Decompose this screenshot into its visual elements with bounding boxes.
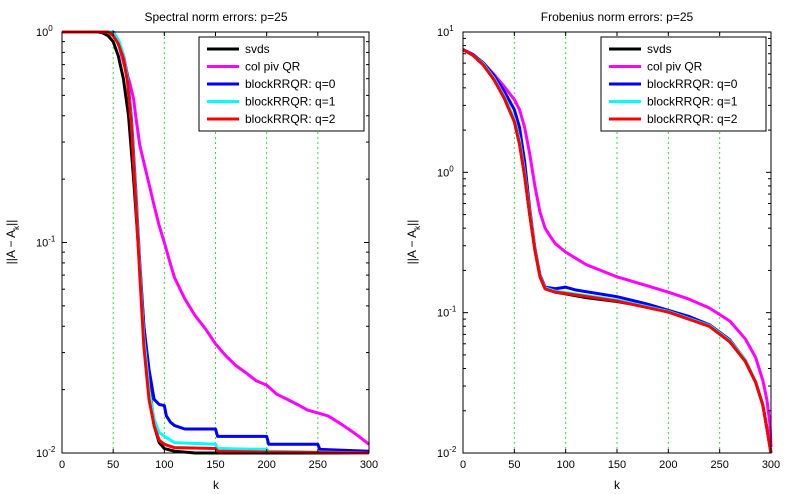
frobenius-series-line	[462, 48, 773, 454]
frobenius-y-tick-label: 100	[437, 164, 454, 179]
frobenius-y-tick-label: 10-2	[437, 445, 457, 460]
frobenius-y-label: ||A − Ak||	[405, 220, 422, 265]
frobenius-y-label-main: ||A − A	[405, 230, 419, 265]
frobenius-x-tick-label: 50	[508, 459, 520, 471]
spectral-legend-label: col piv QR	[245, 60, 301, 74]
spectral-legend: svds col piv QR blockRRQR: q=0 blockRRQR: q…	[198, 36, 365, 132]
frobenius-y-tick-label: 10-1	[437, 305, 457, 320]
spectral-series-lines	[62, 30, 370, 455]
spectral-panel: Spectral norm errors: p=25 0 50 100 150 200 2…	[4, 10, 378, 492]
spectral-x-tick-label: 50	[107, 459, 119, 471]
spectral-legend-label: blockRRQR: q=2	[245, 112, 336, 126]
spectral-y-label-sub: k	[12, 225, 21, 230]
spectral-x-label: k	[213, 478, 220, 492]
spectral-y-tick-label: 10-2	[36, 445, 56, 460]
frobenius-legend-label: svds	[647, 42, 672, 56]
spectral-x-ticks: 0 50 100 150 200 250 300	[59, 32, 378, 471]
frobenius-x-tick-label: 100	[556, 459, 574, 471]
spectral-legend-label: blockRRQR: q=1	[245, 95, 336, 109]
frobenius-x-tick-label: 300	[762, 459, 780, 471]
frobenius-y-ticks: 101 100 10-1 10-2	[437, 24, 771, 460]
frobenius-x-label: k	[614, 478, 621, 492]
frobenius-title: Frobenius norm errors: p=25	[541, 10, 694, 24]
spectral-title: Spectral norm errors: p=25	[144, 10, 287, 24]
frobenius-legend: svds col piv QR blockRRQR: q=0 blockRRQR: q…	[600, 36, 767, 132]
spectral-legend-label: blockRRQR: q=0	[245, 77, 336, 91]
spectral-y-label-main: ||A − A	[4, 230, 18, 265]
frobenius-x-tick-label: 200	[659, 459, 677, 471]
spectral-x-tick-label: 150	[206, 459, 224, 471]
spectral-x-tick-label: 100	[155, 459, 173, 471]
frobenius-series-lines	[462, 48, 773, 454]
spectral-y-tick-label: 10-1	[36, 235, 56, 250]
spectral-x-tick-label: 250	[309, 459, 327, 471]
spectral-y-label-end: ||	[4, 220, 18, 226]
spectral-y-ticks: 100 10-1 10-2	[36, 24, 369, 460]
spectral-legend-label: svds	[245, 42, 270, 56]
frobenius-x-ticks: 0 50 100 150 200 250 300	[460, 32, 780, 471]
frobenius-panel: Frobenius norm errors: p=25 0 50 100 150 200…	[405, 10, 780, 492]
frobenius-legend-label: blockRRQR: q=0	[647, 77, 738, 91]
spectral-y-tick-label: 100	[36, 24, 53, 39]
frobenius-y-label-end: ||	[405, 220, 419, 226]
spectral-x-tick-label: 300	[360, 459, 378, 471]
spectral-x-tick-label: 0	[59, 459, 65, 471]
frobenius-y-label-sub: k	[413, 225, 422, 230]
frobenius-series-line	[462, 48, 773, 448]
frobenius-legend-label: blockRRQR: q=2	[647, 112, 738, 126]
spectral-x-tick-label: 200	[257, 459, 275, 471]
frobenius-legend-label: blockRRQR: q=1	[647, 95, 738, 109]
frobenius-legend-label: col piv QR	[647, 60, 703, 74]
frobenius-x-tick-label: 0	[460, 459, 466, 471]
frobenius-x-tick-label: 150	[608, 459, 626, 471]
frobenius-y-tick-label: 101	[437, 24, 454, 39]
spectral-series-line	[62, 30, 370, 455]
spectral-y-label: ||A − Ak||	[4, 220, 21, 265]
frobenius-x-tick-label: 250	[710, 459, 728, 471]
